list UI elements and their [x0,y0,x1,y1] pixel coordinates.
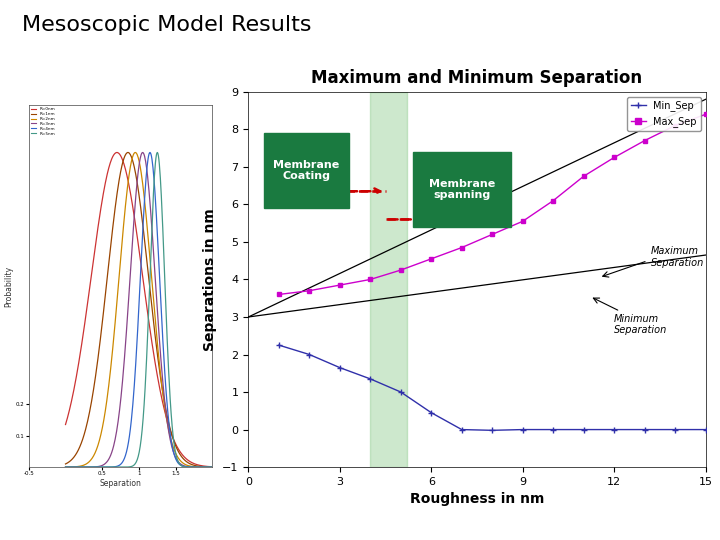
Min_Sep [274,342,283,348]
Max_Sep [457,244,466,251]
Max_Sep [305,287,314,294]
Min_Sep [518,427,527,433]
Legend: Min_Sep, Max_Sep: Min_Sep, Max_Sep [627,97,701,131]
Max_Sep [549,198,557,204]
FancyBboxPatch shape [413,152,510,227]
Line: Min_Sep: Min_Sep [276,342,708,433]
Line: Max_Sep: Max_Sep [276,112,708,296]
Min_Sep [580,427,588,433]
Max_Sep [671,123,680,129]
Max_Sep [640,137,649,144]
Max_Sep [580,173,588,179]
X-axis label: Separation: Separation [99,479,142,488]
Text: Membrane
Coating: Membrane Coating [273,160,339,181]
Max_Sep [610,154,618,161]
Bar [370,92,407,467]
Title: Maximum and Minimum Separation: Maximum and Minimum Separation [312,70,642,87]
Legend: R=0nm, R=1nm, R=2nm, R=3nm, R=4nm, R=5nm: R=0nm, R=1nm, R=2nm, R=3nm, R=4nm, R=5nm [31,107,55,136]
Min_Sep [488,427,497,434]
Max_Sep [427,255,436,262]
Min_Sep [366,376,374,382]
Max_Sep [336,282,344,288]
Min_Sep [457,427,466,433]
Min_Sep [305,351,314,357]
Min_Sep [640,427,649,433]
FancyBboxPatch shape [264,133,349,208]
Min_Sep [427,409,436,416]
Max_Sep [397,267,405,273]
Min_Sep [397,389,405,395]
Text: Maximum
Separation: Maximum Separation [651,246,704,268]
Text: Minimum
Separation: Minimum Separation [614,314,667,335]
Max_Sep [518,218,527,225]
Max_Sep [488,231,497,238]
Text: 18: 18 [687,514,703,527]
Y-axis label: Probability: Probability [4,266,13,307]
Min_Sep [549,427,557,433]
X-axis label: Roughness in nm: Roughness in nm [410,492,544,507]
Text: Mesoscopic Model Results: Mesoscopic Model Results [22,15,311,35]
Max_Sep [701,111,710,118]
Text: CORNING: CORNING [18,511,105,530]
Text: Membrane
spanning: Membrane spanning [428,179,495,200]
Min_Sep [610,427,618,433]
Y-axis label: Separations in nm: Separations in nm [203,208,217,351]
Min_Sep [671,427,680,433]
Max_Sep [366,276,374,283]
Min_Sep [701,427,710,433]
Min_Sep [336,364,344,371]
Max_Sep [274,291,283,298]
Text: Science & Technology: Science & Technology [94,516,215,525]
